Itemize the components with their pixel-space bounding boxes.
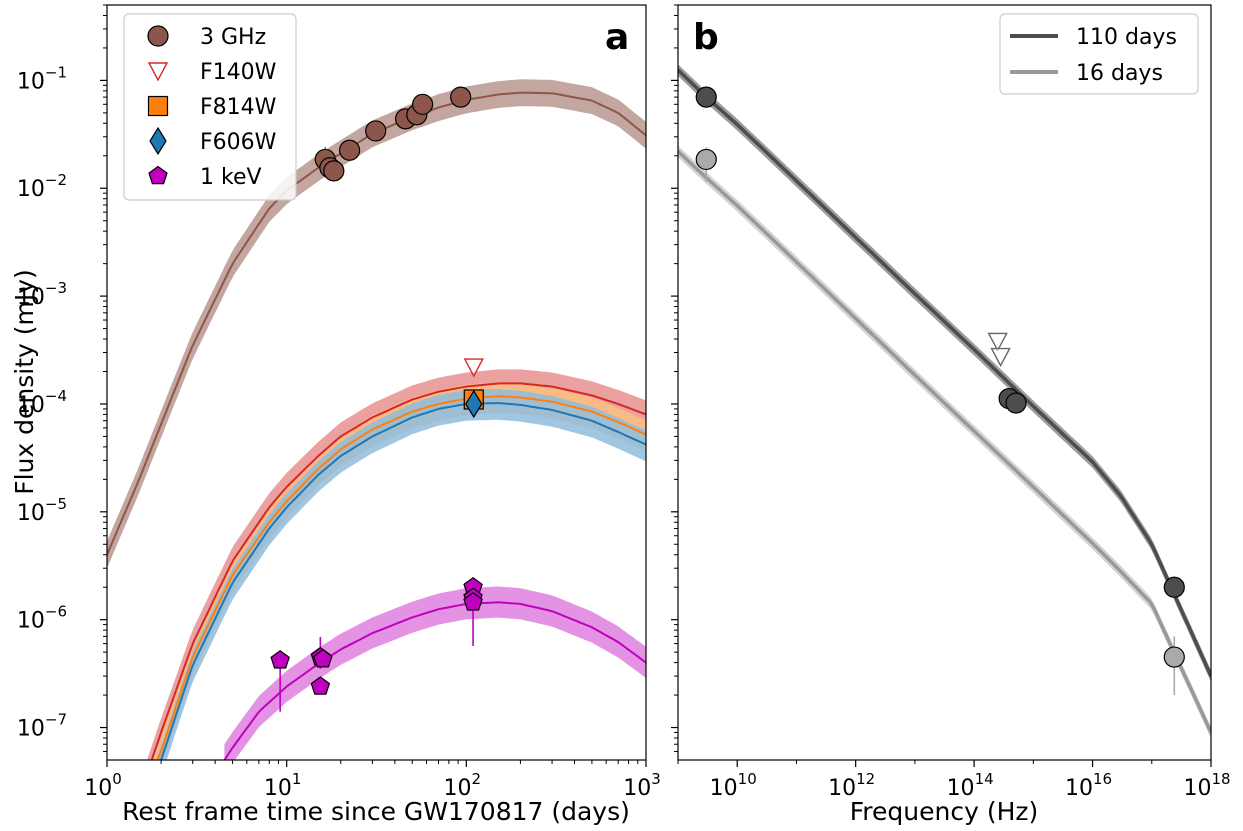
y-tick-label: 10−5: [17, 495, 67, 526]
y-tick-label: 10−4: [17, 387, 67, 418]
panel-b-label: b: [693, 17, 719, 58]
x-tick-label: 1016: [1065, 770, 1112, 801]
legend-a-marker: [147, 62, 169, 82]
x-axis-title-a: Rest frame time since GW170817 (days): [122, 797, 630, 826]
legend-a-label: F140W: [200, 60, 277, 85]
legend-a-item: F606W: [149, 126, 277, 156]
legend-a-label: F606W: [200, 130, 277, 155]
data-point-a-0-4: [365, 120, 387, 142]
band-b-0: [678, 64, 1211, 683]
legend-b-label: 16 days: [1076, 61, 1163, 86]
band-a-3: [157, 389, 646, 760]
legend-a-label: F814W: [200, 95, 277, 120]
band-b-1: [678, 145, 1211, 739]
legend-b-item: 110 days: [1010, 25, 1177, 50]
legend-a-item: F140W: [147, 60, 277, 85]
data-point-a-4-2: [313, 648, 333, 668]
panel-a-frame: [106, 4, 647, 761]
y-tick-label: 10−2: [17, 171, 67, 202]
legend-a-marker: [147, 95, 169, 117]
legend-a-marker: [148, 165, 168, 185]
legend-a-marker: [149, 126, 167, 156]
panel-b-frame: [677, 4, 1212, 761]
y-tick-label: 10−7: [17, 711, 67, 742]
data-point-b-0-3: [1005, 392, 1027, 414]
x-tick-label: 1014: [947, 770, 994, 801]
y-tick-label: 10−1: [17, 63, 67, 94]
x-axis-title-b: Frequency (Hz): [850, 797, 1039, 826]
data-point-a-0-8: [450, 86, 472, 108]
legend-a-label: 1 keV: [200, 165, 262, 190]
x-tick-label: 1018: [1183, 770, 1230, 801]
x-tick-label: 102: [444, 770, 482, 801]
x-tick-label: 1010: [710, 770, 757, 801]
legend-b-label: 110 days: [1076, 25, 1177, 50]
data-point-b-0-1: [987, 332, 1008, 352]
legend-a: 3 GHz F140W F814W F606W 1 keV: [123, 13, 297, 201]
y-axis-title: Flux density (mJy): [10, 269, 39, 495]
data-point-a-0-3: [338, 139, 361, 161]
legend-a-item: 1 keV: [148, 165, 262, 190]
legend-a-item: F814W: [147, 95, 277, 120]
model-line-a-1: [150, 382, 646, 760]
data-point-a-0-2: [323, 160, 345, 182]
legend-a-marker: [147, 25, 169, 47]
x-tick-label: 100: [84, 770, 122, 801]
legend-a-label: 3 GHz: [200, 25, 266, 50]
data-point-b-0-0: [695, 86, 717, 108]
y-tick-label: 10−6: [17, 603, 67, 634]
data-point-a-4-0: [270, 650, 290, 669]
data-point-a-4-3: [310, 676, 331, 695]
model-line-a-2: [156, 395, 646, 760]
data-point-a-3-0: [465, 389, 483, 419]
panel-b: 1010 1012 1014 1016 1018 b Frequency (Hz) 11…: [671, 4, 1231, 826]
panel-a: 100 101 102 103 10−710−610−510−410−310−210−…: [10, 4, 661, 826]
model-line-b-1: [678, 150, 1211, 734]
data-point-b-1-1: [990, 347, 1011, 368]
model-line-a-3: [159, 402, 646, 760]
data-point-a-1-0: [463, 358, 484, 378]
legend-b: 110 days 16 days: [999, 13, 1199, 95]
data-point-b-1-2: [1163, 646, 1185, 668]
legend-a-box: [123, 13, 297, 201]
legend-a-item: 3 GHz: [147, 25, 266, 50]
data-point-a-0-7: [412, 93, 434, 115]
band-a-4: [224, 586, 646, 760]
y-tick-label: 10−3: [17, 279, 67, 310]
model-line-a-4: [223, 601, 646, 760]
data-point-b-0-4: [1163, 576, 1185, 598]
data-point-a-4-6: [463, 592, 483, 611]
panel-a-label: a: [605, 17, 629, 58]
legend-b-item: 16 days: [1010, 61, 1163, 86]
model-line-b-0: [678, 68, 1211, 677]
data-point-b-1-0: [695, 148, 717, 171]
